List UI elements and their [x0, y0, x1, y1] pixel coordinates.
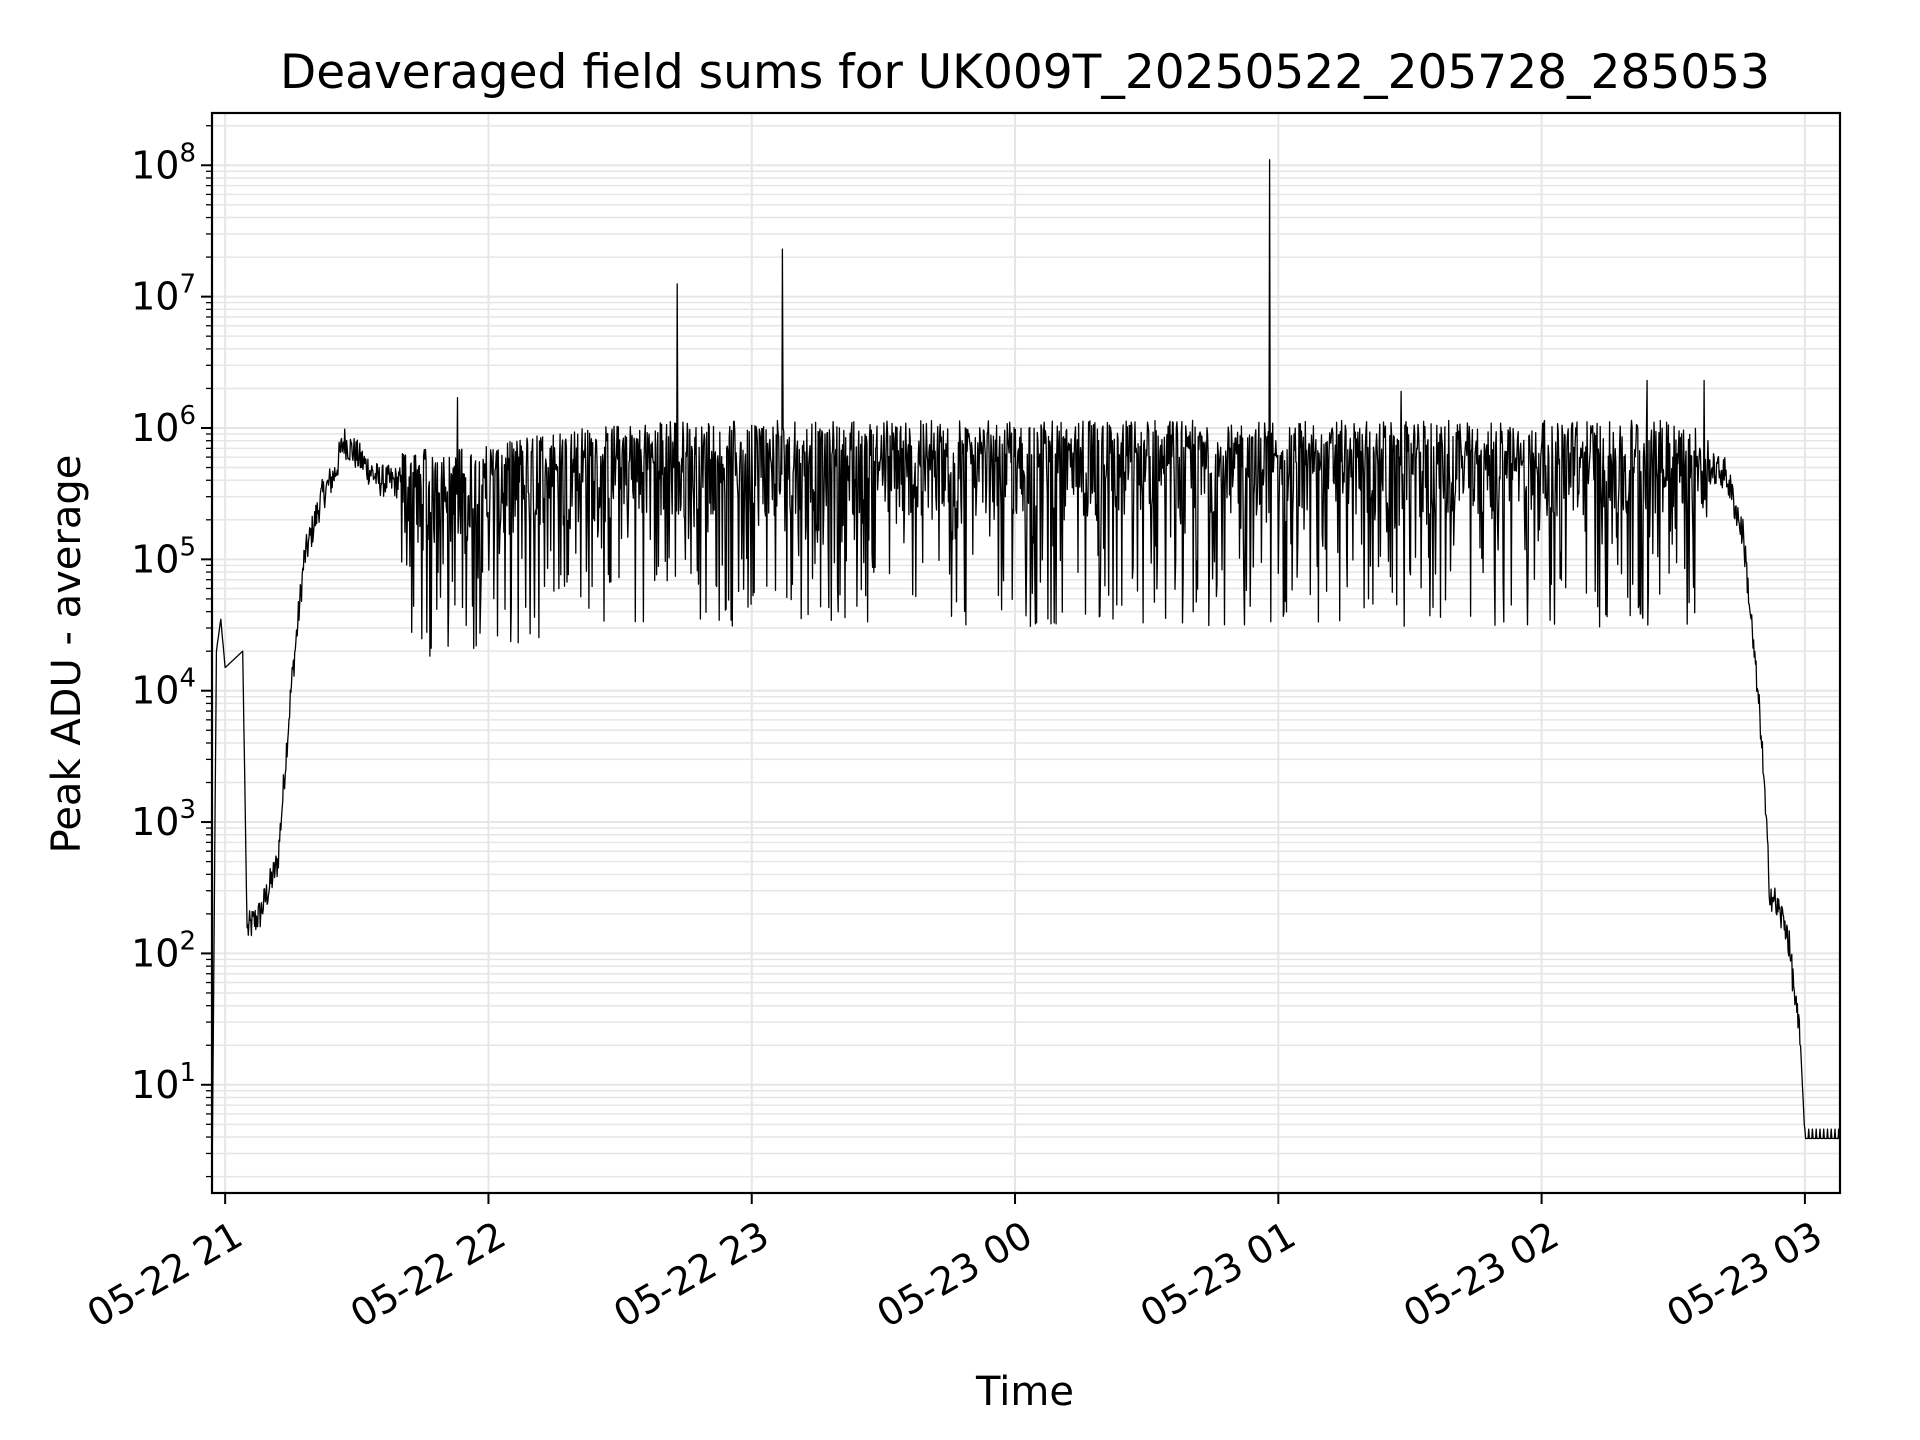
x-tick-label: 05-23 01 [1133, 1213, 1303, 1337]
x-tick-label: 05-22 22 [343, 1213, 513, 1337]
y-tick-label: 101 [131, 1058, 196, 1107]
x-tick-label: 05-22 21 [80, 1213, 250, 1337]
grid [212, 113, 1840, 1193]
y-tick-label: 102 [131, 926, 196, 975]
y-tick-label: 105 [131, 532, 196, 581]
y-axis-label: Peak ADU - average [44, 455, 90, 854]
y-tick-label: 107 [131, 270, 196, 319]
y-tick-label: 103 [131, 795, 196, 844]
x-tick-label: 05-22 23 [606, 1213, 776, 1337]
x-tick-label: 05-23 03 [1659, 1213, 1829, 1337]
x-tick-label: 05-23 02 [1396, 1213, 1566, 1337]
y-axis: 101 102 103 104 105 106 107 108 [131, 125, 212, 1178]
x-tick-label: 05-23 00 [870, 1213, 1040, 1337]
x-axis: 05-22 21 05-22 22 05-22 23 05-23 00 05-23 01… [80, 1193, 1829, 1337]
x-axis-label: Time [975, 1369, 1074, 1415]
y-tick-label: 106 [131, 401, 196, 450]
plot-frame [210, 111, 1842, 1195]
y-tick-label: 104 [131, 664, 196, 713]
y-tick-label: 108 [131, 138, 196, 187]
series-line [211, 159, 1841, 1194]
chart-title: Deaveraged field sums for UK009T_2025052… [280, 45, 1770, 100]
